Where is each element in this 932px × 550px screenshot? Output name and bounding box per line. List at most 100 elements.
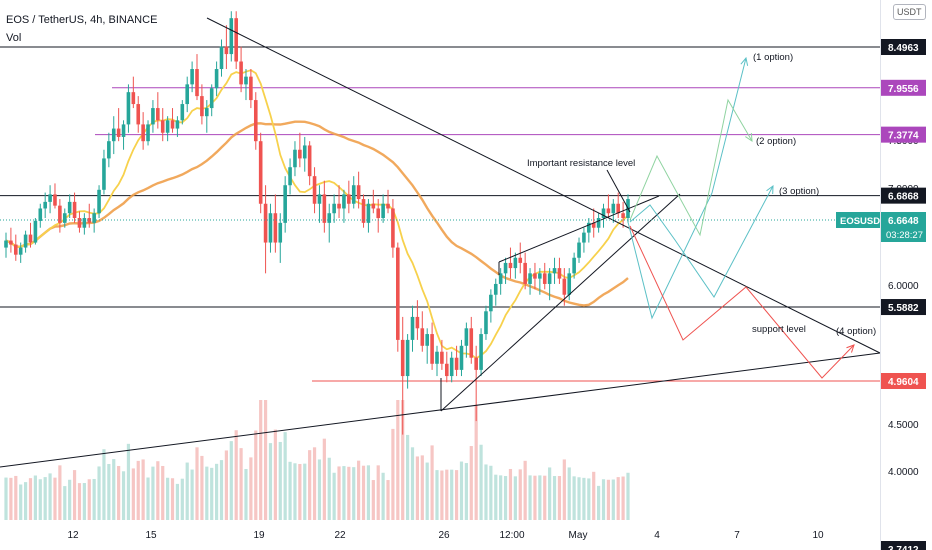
- candle-body: [410, 316, 415, 340]
- descending-trendline: [206, 17, 881, 354]
- candle-body: [53, 194, 57, 206]
- candle-body: [616, 203, 621, 214]
- candle-body: [425, 334, 429, 346]
- volume-bar: [425, 462, 429, 520]
- candle-body: [474, 357, 478, 370]
- volume-bar: [543, 475, 547, 520]
- candle-body: [234, 18, 238, 62]
- candle-body: [28, 234, 33, 243]
- volume-bar: [308, 450, 312, 520]
- projection-path-option1: [627, 57, 747, 320]
- volume-bar: [38, 479, 42, 520]
- candle-body: [386, 203, 390, 209]
- candle-body: [435, 351, 439, 364]
- volume-bar: [131, 468, 135, 520]
- candle-body: [440, 351, 444, 364]
- candle-body: [479, 334, 483, 370]
- volume-bar: [317, 459, 322, 520]
- option2-label: (2 option): [756, 136, 796, 147]
- volume-bar: [263, 400, 268, 520]
- candle-body: [542, 273, 547, 284]
- candle-body: [405, 339, 410, 377]
- candle-body: [18, 247, 23, 255]
- volume-bar: [626, 472, 630, 520]
- time-axis-tick-label: 26: [438, 530, 450, 541]
- candle-body: [72, 201, 77, 219]
- volume-bar: [58, 465, 62, 520]
- arrow-option3: [766, 184, 774, 195]
- candle-body: [538, 273, 542, 279]
- candle-body: [415, 316, 420, 329]
- candle-body: [209, 88, 214, 109]
- volume-bar: [141, 459, 145, 520]
- candle-body: [268, 213, 273, 243]
- volume-bar: [459, 461, 464, 520]
- candle-body: [278, 222, 283, 243]
- volume-bar: [23, 482, 28, 520]
- bottom-price-tag: [881, 541, 926, 550]
- volume-bar: [72, 470, 77, 520]
- price-level-tag: [881, 373, 926, 389]
- candle-body: [298, 149, 302, 159]
- volume-bar: [376, 465, 380, 520]
- candle-body: [131, 92, 136, 105]
- volume-bar: [195, 447, 199, 520]
- candle-body: [239, 61, 243, 85]
- volume-bar: [445, 469, 449, 520]
- volume-bar: [312, 447, 317, 520]
- volume-bar: [77, 483, 82, 520]
- candle-body: [141, 124, 145, 142]
- candle-body: [219, 46, 224, 70]
- volume-bar: [440, 470, 444, 520]
- projection-path-option4: [629, 225, 855, 379]
- candle-body: [332, 203, 336, 214]
- volume-bar: [401, 400, 405, 520]
- candle-body: [67, 201, 72, 214]
- volume-bar: [548, 467, 552, 520]
- candle-body: [48, 194, 52, 202]
- volume-bar: [342, 466, 346, 520]
- price-axis-tick-label: 4.5000: [888, 420, 919, 431]
- time-axis-tick-label: 19: [253, 530, 265, 541]
- candle-body: [582, 232, 586, 243]
- candle-body: [513, 257, 518, 269]
- candle-body: [111, 128, 116, 142]
- symbol-tag-label: EOSUSDT: [840, 216, 886, 227]
- candle-body: [97, 189, 101, 214]
- volume-bar: [9, 477, 13, 520]
- candle-body: [77, 218, 82, 228]
- volume-bar: [479, 444, 483, 520]
- candle-body: [136, 104, 141, 125]
- volume-bar: [332, 472, 336, 520]
- volume-bar: [200, 455, 204, 520]
- volume-bar: [508, 468, 513, 520]
- volume-bar: [4, 477, 8, 520]
- volume-bar: [273, 429, 277, 520]
- volume-bar: [102, 449, 106, 520]
- candle-body: [508, 262, 513, 269]
- volume-bar: [454, 470, 459, 520]
- candle-body: [116, 128, 121, 137]
- candle-body: [253, 100, 258, 142]
- arrow-option1: [740, 56, 749, 66]
- candle-body: [126, 92, 131, 125]
- long-term-support-trendline: [0, 352, 881, 468]
- volume-bar: [557, 476, 562, 520]
- volume-bar: [562, 459, 566, 520]
- candle-body: [361, 199, 366, 223]
- volume-bar: [219, 460, 224, 520]
- arrow-option2: [745, 132, 753, 142]
- candle-body: [156, 108, 160, 121]
- candle-body: [484, 311, 488, 335]
- candle-body: [464, 328, 469, 346]
- price-axis-tick-label: 6.0000: [888, 281, 919, 292]
- candle-body: [498, 273, 503, 284]
- currency-selector[interactable]: USDT: [893, 4, 926, 20]
- candle-body: [170, 120, 175, 129]
- candle-body: [493, 283, 498, 295]
- volume-bar: [528, 475, 532, 520]
- time-axis-tick-label: 15: [145, 530, 157, 541]
- volume-bar: [210, 467, 214, 520]
- price-level-tag: [881, 187, 926, 204]
